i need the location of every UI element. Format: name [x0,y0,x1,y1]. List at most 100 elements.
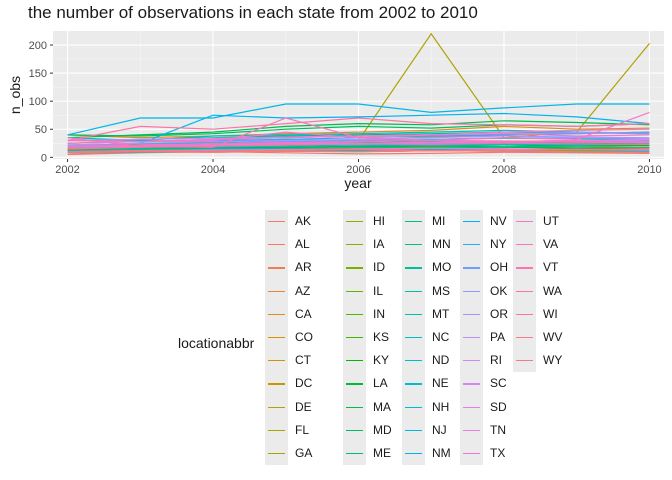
legend-item-ma: MA [343,395,403,419]
legend-label: AL [295,237,310,252]
legend-key-line [346,383,363,385]
legend-key-line [405,267,422,269]
legend-key-line [463,429,480,431]
legend-key [513,210,536,234]
series-line-wa [67,117,650,142]
legend-column: UT VA VT WA WI WV WY [513,210,573,373]
legend-key [460,349,483,373]
y-axis-ticks: 0 50 100 150 200 [29,40,53,164]
legend-label: MS [432,283,450,298]
legend-item-vt: VT [513,256,573,280]
legend-key-line [268,429,285,431]
legend-key-line [405,383,422,385]
legend-key [265,256,288,280]
legend-label: MA [373,399,391,414]
legend-key-line [463,244,480,246]
legend-label: AZ [295,283,311,298]
legend-key [460,302,483,326]
legend-label: NE [432,376,449,391]
legend-key-line [346,221,363,223]
legend-label: OK [490,283,508,298]
legend-key [265,441,288,466]
legend-label: DC [295,376,313,391]
legend-key-line [463,267,480,269]
legend-label: FL [295,422,310,437]
legend-label: HI [373,214,385,228]
legend-key [460,372,483,396]
y-tick-label: 50 [35,124,47,136]
legend-label: MO [432,260,452,275]
legend-item-hi: HI [343,210,403,234]
legend-key [402,349,425,373]
legend-item-va: VA [513,233,573,257]
legend-key-line [268,313,285,315]
legend-key [343,256,366,280]
legend-label: PA [490,329,506,344]
x-tick-label: 2010 [637,164,661,176]
legend-key [265,233,288,257]
legend-label: NJ [432,422,447,437]
legend-key-line [268,336,285,339]
legend-key [265,418,288,442]
legend-key [402,256,425,280]
legend-item-ia: IA [343,233,403,257]
series-line-wv [67,148,650,153]
legend-label: ND [432,353,450,368]
legend-key-line [268,221,285,223]
legend-item-tn: TN [460,418,520,442]
series-lines [67,32,650,156]
chart-title: the number of observations in each state… [28,3,478,22]
legend-item-al: AL [265,233,325,257]
legend-label: SC [490,376,507,391]
legend-key-line [405,360,422,362]
legend-key [343,325,366,350]
legend-item-tx: TX [460,441,520,466]
legend-label: OR [490,306,508,321]
legend-label: NM [432,445,451,460]
legend-key [402,325,425,350]
legend-label: CA [295,306,312,321]
legend-label: ME [373,445,391,460]
legend-key-line [405,313,422,315]
legend-column: MI MN MO MS MT NC ND NE NH NJ NM [402,210,462,466]
legend-label: IL [373,283,384,298]
legend-key [460,395,483,419]
legend: locationabbr AK AL AR AZ CA CO CT DC DE FL GA HI IA I… [170,210,670,470]
legend-key [343,441,366,466]
legend-key-line [463,221,480,223]
legend-key [460,279,483,303]
legend-item-ri: RI [460,349,520,373]
x-tick-label: 2006 [346,164,370,176]
legend-item-wa: WA [513,279,573,303]
legend-key-line [346,313,363,315]
legend-key-line [516,336,533,339]
legend-key-line [346,290,363,292]
legend-label: NV [490,214,507,228]
legend-key [343,418,366,442]
legend-key [265,302,288,326]
legend-key [460,325,483,350]
legend-key [402,233,425,257]
legend-item-dc: DC [265,372,325,396]
legend-key [402,302,425,326]
legend-item-mn: MN [402,233,462,257]
legend-key-line [463,383,480,385]
legend-label: SD [490,399,507,414]
legend-key-line [346,336,363,339]
legend-item-nj: NJ [402,418,462,442]
legend-key [265,372,288,396]
legend-item-wi: WI [513,302,573,326]
legend-item-or: OR [460,302,520,326]
legend-item-ct: CT [265,349,325,373]
legend-label: VT [543,260,559,275]
legend-key-line [463,452,480,455]
legend-key-line [346,429,363,431]
legend-item-co: CO [265,325,325,350]
x-tick-label: 2004 [201,164,225,176]
legend-label: DE [295,399,312,414]
legend-key [343,372,366,396]
legend-key [402,279,425,303]
legend-key-line [516,290,533,292]
legend-key-line [268,383,285,385]
legend-item-fl: FL [265,418,325,442]
